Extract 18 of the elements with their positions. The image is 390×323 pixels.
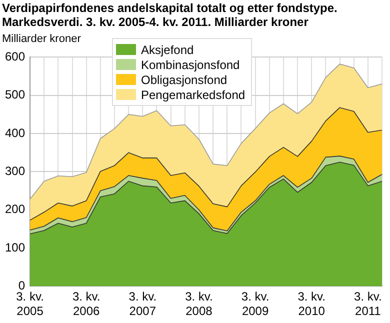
y-tick-label: 100 xyxy=(4,240,26,254)
x-tick-label: 3. kv. 2008 xyxy=(185,290,213,318)
y-tick-label: 500 xyxy=(4,88,26,102)
y-tick-label: 200 xyxy=(4,202,26,216)
x-tick-label: 3. kv. 2007 xyxy=(128,290,157,318)
legend-label: Obligasjonsfond xyxy=(141,72,228,86)
y-tick-label: 400 xyxy=(4,126,26,140)
x-tick-label: 3. kv. 2010 xyxy=(298,290,326,318)
legend-label: Kombinasjonsfond xyxy=(141,58,240,72)
x-tick-label: 3. kv. 2009 xyxy=(241,290,270,318)
y-tick-label: 600 xyxy=(4,50,26,64)
x-tick-label: 3. kv. 2006 xyxy=(72,290,100,318)
y-axis-title: Milliarder kroner xyxy=(2,33,81,45)
x-tick-label: 3. kv. 2011 xyxy=(354,290,382,318)
legend-label: Pengemarkedsfond xyxy=(141,88,246,102)
legend-label: Aksjefond xyxy=(141,42,194,56)
y-tick-label: 300 xyxy=(4,164,26,178)
chart-title: Verdipapirfondenes andelskapital totalt og etter fondstype. Markedsverdi. 3. kv. 2005-4. kv. 2011. Milliarder kroner xyxy=(2,1,338,29)
